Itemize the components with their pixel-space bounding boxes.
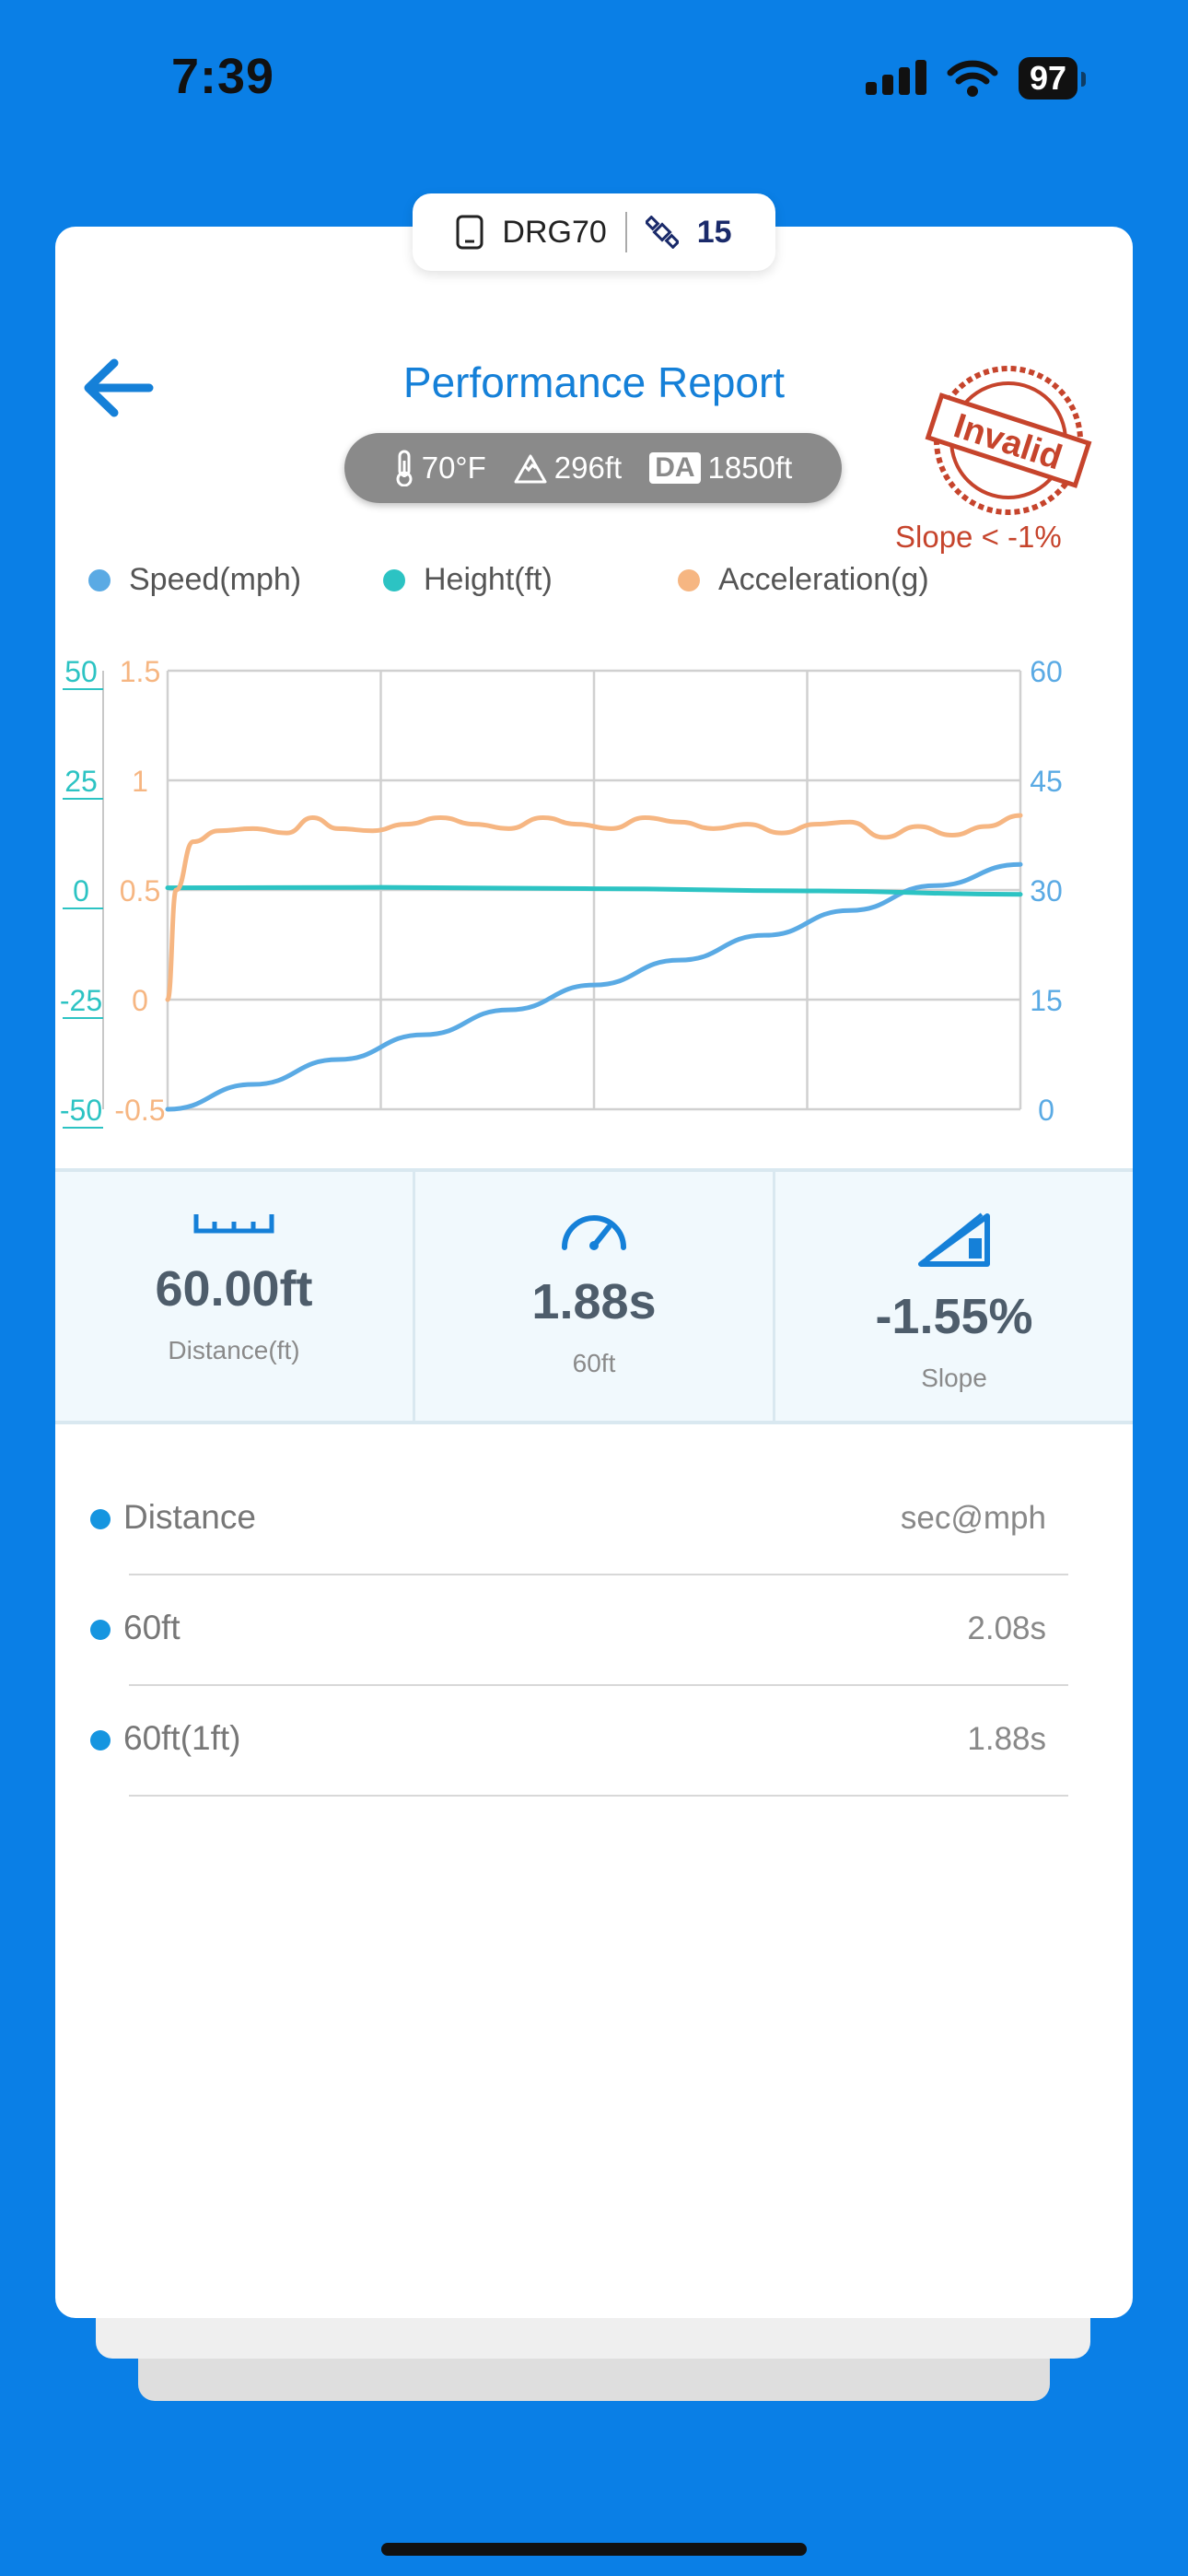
legend-speed-dot (88, 568, 111, 591)
conditions-pill: 70°F 296ft DA 1850ft (344, 433, 842, 503)
metric-distance-value: 60.00ft (155, 1261, 313, 1317)
tick-label-speed: 15 (1030, 984, 1063, 1017)
tick-label-acceleration: -0.5 (114, 1094, 165, 1127)
performance-chart[interactable]: 50 25 0 -25 -50 1.5 1 0.5 0 -0.5 60 45 30 15 0 (55, 626, 1133, 1142)
row-divider (129, 1684, 1068, 1686)
tick-label-acceleration: 0 (132, 984, 148, 1017)
results-list: Distance sec@mph 60ft 2.08s 60ft(1ft) 1.… (55, 1465, 1133, 1797)
row-divider (129, 1574, 1068, 1575)
series-line-acceleration (165, 813, 1023, 1002)
status-icons: 97 (865, 57, 1087, 100)
metric-60ft-label: 60ft (572, 1349, 616, 1377)
device-name: DRG70 (502, 214, 607, 250)
list-item: 60ft 2.08s (55, 1575, 1133, 1686)
stamp-note: Slope < -1% (895, 520, 1062, 554)
wifi-icon (947, 60, 998, 97)
legend-height[interactable]: Height(ft) (383, 562, 553, 598)
satellite-icon (645, 216, 679, 249)
bullet-icon (90, 1730, 111, 1751)
metric-distance: 60.00ft Distance(ft) (55, 1172, 413, 1421)
tick-label-height: 25 (64, 765, 98, 798)
bullet-icon (90, 1509, 111, 1529)
tick-label-height: 0 (73, 874, 89, 907)
cellular-signal-icon (865, 60, 926, 95)
bullet-icon (90, 1620, 111, 1640)
da-badge: DA (649, 452, 701, 484)
chip-divider (624, 212, 627, 252)
list-item-value: sec@mph (900, 1500, 1046, 1536)
tick-label-height: 50 (64, 655, 98, 688)
tick-label-speed: 45 (1030, 765, 1063, 798)
mountain-icon (514, 454, 547, 484)
tick-label-acceleration: 0.5 (120, 874, 160, 907)
tick-label-speed: 60 (1030, 655, 1063, 688)
list-item: 60ft(1ft) 1.88s (55, 1686, 1133, 1797)
battery-icon: 97 (1018, 57, 1087, 100)
satellite-count: 15 (696, 214, 732, 250)
altitude-item: 296ft (514, 451, 622, 486)
series-line-height (165, 884, 1023, 897)
speedometer-icon (562, 1215, 626, 1250)
metrics-panel: 60.00ft Distance(ft) 1.88s 60ft -1.55% S… (55, 1168, 1133, 1424)
legend-speed-label: Speed(mph) (129, 562, 302, 597)
slope-icon (918, 1212, 990, 1267)
status-time: 7:39 (171, 49, 275, 104)
home-indicator (381, 2543, 807, 2556)
legend-acceleration-dot (678, 568, 700, 591)
density-altitude-value: 1850ft (707, 451, 793, 485)
tick-label-height: -25 (60, 984, 102, 1017)
temperature-item: 70°F (394, 450, 486, 486)
ruler-icon (193, 1214, 274, 1234)
list-item-header: Distance sec@mph (55, 1465, 1133, 1575)
thermometer-icon (396, 450, 413, 486)
series-line-speed (165, 861, 1023, 1112)
back-arrow-icon[interactable] (81, 357, 155, 418)
metric-60ft: 1.88s 60ft (413, 1172, 773, 1421)
temperature-value: 70°F (421, 451, 486, 485)
tick-label-height: -50 (60, 1094, 102, 1127)
altitude-value: 296ft (553, 451, 623, 485)
invalid-stamp: Invalid (925, 366, 1092, 515)
legend-height-label: Height(ft) (424, 562, 553, 597)
list-item-value: 1.88s (967, 1721, 1046, 1757)
list-item-name: 60ft (123, 1609, 181, 1646)
legend-height-dot (383, 568, 405, 591)
list-item-value: 2.08s (967, 1610, 1046, 1646)
legend-acceleration[interactable]: Acceleration(g) (678, 562, 929, 598)
tick-label-acceleration: 1 (132, 765, 148, 798)
legend-speed[interactable]: Speed(mph) (88, 562, 301, 598)
device-chip[interactable]: DRG70 15 (413, 193, 775, 271)
metric-slope-value: -1.55% (875, 1289, 1033, 1344)
tick-label-acceleration: 1.5 (120, 655, 160, 688)
tick-label-speed: 0 (1038, 1094, 1054, 1127)
list-item-name: Distance (123, 1498, 256, 1536)
metric-slope-label: Slope (921, 1364, 987, 1392)
list-item-name: 60ft(1ft) (123, 1719, 241, 1757)
page-title: Performance Report (402, 358, 786, 406)
metric-distance-label: Distance(ft) (168, 1336, 300, 1364)
metric-slope: -1.55% Slope (773, 1172, 1133, 1421)
device-icon (456, 215, 483, 250)
chart-legend: Speed(mph) Height(ft) Acceleration(g) (0, 562, 1188, 601)
row-divider (129, 1795, 1068, 1797)
metric-60ft-value: 1.88s (531, 1274, 657, 1329)
legend-acceleration-label: Acceleration(g) (718, 562, 929, 597)
tick-label-speed: 30 (1030, 874, 1063, 907)
density-altitude-item: DA 1850ft (649, 451, 792, 486)
